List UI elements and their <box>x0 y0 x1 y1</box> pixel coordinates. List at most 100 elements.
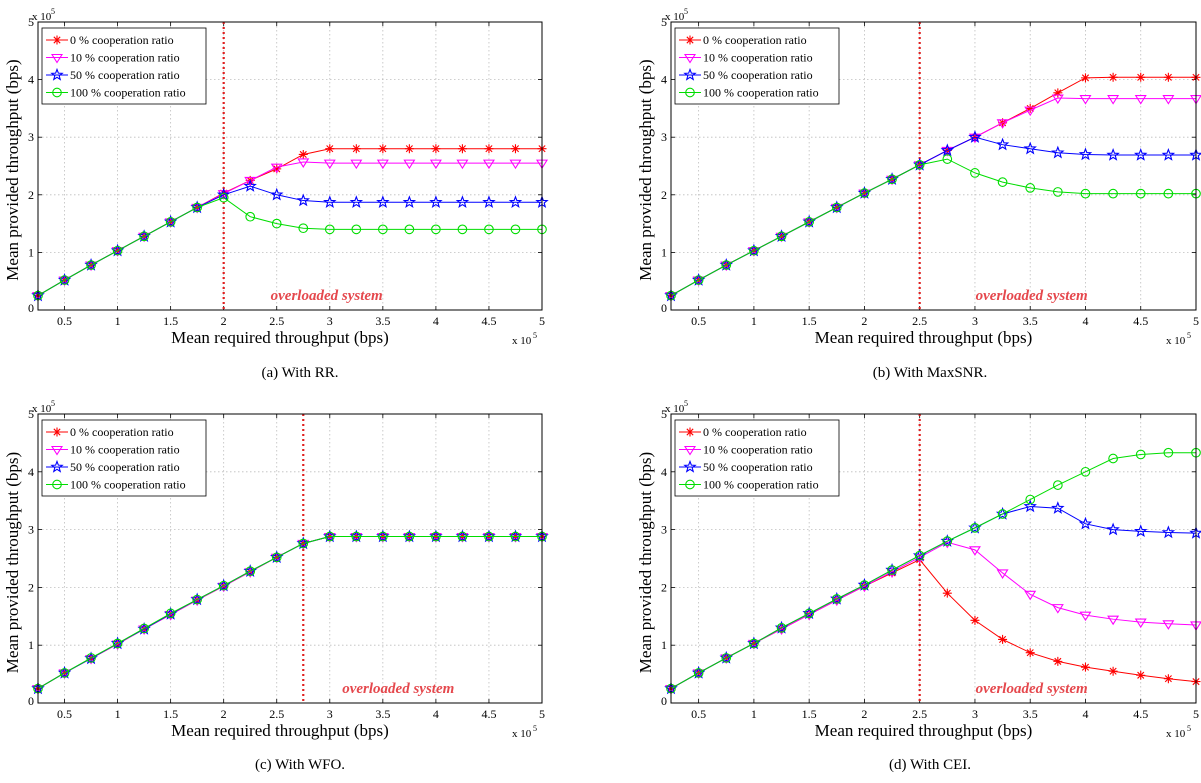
x-axis-label: Mean required throughput (bps) <box>171 721 389 740</box>
data-point <box>776 623 787 633</box>
x-tick-label: 2 <box>221 707 227 721</box>
data-point <box>429 159 442 170</box>
y-multiplier-exponent: 5 <box>51 399 55 408</box>
data-point <box>271 218 282 229</box>
data-point <box>351 144 361 154</box>
legend-label: 100 % cooperation ratio <box>703 86 819 100</box>
data-point <box>323 159 336 170</box>
legend-marker <box>683 459 697 473</box>
y-tick-label: 5 <box>661 407 667 421</box>
overloaded-system-annotation: overloaded system <box>976 681 1088 697</box>
data-point <box>431 224 441 235</box>
legend-marker <box>684 445 696 456</box>
data-point <box>995 137 1010 151</box>
x-tick-label: 3.5 <box>375 314 390 328</box>
x-tick-label: 5 <box>539 314 545 328</box>
x-tick-label: 0.5 <box>57 707 72 721</box>
data-point <box>298 538 309 549</box>
x-tick-label: 5 <box>1193 314 1199 328</box>
data-point <box>721 260 732 270</box>
data-point <box>1162 620 1175 630</box>
legend-entry: 100 % cooperation ratio <box>46 86 186 100</box>
legend-marker <box>51 53 63 64</box>
data-point <box>376 159 389 170</box>
data-point <box>1053 656 1063 666</box>
x-tick-label: 3 <box>327 314 333 328</box>
data-point <box>996 569 1009 579</box>
x-tick-label: 3 <box>972 707 978 721</box>
x-tick-label: 4.5 <box>1133 314 1148 328</box>
x-multiplier: x 10 <box>1166 728 1186 740</box>
data-point <box>404 224 415 235</box>
data-point <box>776 231 787 242</box>
legend: 0 % cooperation ratio 10 % cooperation ra… <box>674 27 840 105</box>
data-point <box>997 509 1008 519</box>
data-point <box>1025 103 1035 113</box>
legend-entry: 50 % cooperation ratio <box>46 459 180 474</box>
legend-label: 0 % cooperation ratio <box>703 33 807 47</box>
series-4 <box>666 447 1201 694</box>
y-tick-label: 2 <box>661 580 667 594</box>
data-point <box>59 275 70 285</box>
x-tick-label: 4.5 <box>481 314 496 328</box>
y-axis-label: Mean provided throughput (bps) <box>3 452 22 673</box>
axes-frame <box>670 21 1197 311</box>
overloaded-system-annotation: overloaded system <box>976 288 1088 304</box>
series-line <box>670 452 1196 689</box>
x-tick-label: 2 <box>861 314 867 328</box>
y-tick-label: 4 <box>28 73 34 87</box>
x-tick-label: 4 <box>1082 314 1088 328</box>
legend-label: 10 % cooperation ratio <box>703 443 813 457</box>
data-point <box>1163 72 1173 82</box>
data-point <box>1051 94 1064 105</box>
legend-entry: 10 % cooperation ratio <box>679 443 813 457</box>
data-point <box>1079 95 1092 105</box>
legend-entry: 100 % cooperation ratio <box>679 478 819 492</box>
data-point <box>139 231 149 242</box>
legend: 0 % cooperation ratio 10 % cooperation ra… <box>41 27 207 105</box>
data-point <box>1134 95 1147 105</box>
data-point <box>1025 183 1036 193</box>
y-tick-label: 3 <box>28 523 34 537</box>
x-tick-label: 5 <box>1193 707 1199 721</box>
data-point <box>1106 522 1120 536</box>
data-point <box>1135 449 1146 460</box>
legend-marker <box>685 479 695 490</box>
y-tick-label: 0 <box>28 301 34 315</box>
data-point <box>1053 88 1063 98</box>
x-tick-label: 1 <box>115 314 121 328</box>
y-tick-label: 1 <box>661 638 667 652</box>
data-point <box>1136 72 1146 82</box>
x-tick-label: 4 <box>433 707 439 721</box>
data-point <box>112 245 123 256</box>
caption-d: (d) With CEI. <box>888 757 972 773</box>
y-multiplier: x 10 <box>665 403 685 415</box>
legend-label: 10 % cooperation ratio <box>703 51 813 65</box>
x-axis-label: Mean required throughput (bps) <box>171 328 389 347</box>
data-point <box>1078 516 1093 530</box>
series-4 <box>666 154 1201 301</box>
y-tick-label: 3 <box>661 130 667 144</box>
data-point <box>270 163 283 174</box>
data-point <box>831 202 842 213</box>
y-tick-label: 4 <box>28 465 34 479</box>
data-point <box>968 546 981 556</box>
data-point <box>749 245 759 256</box>
data-point <box>244 176 257 187</box>
x-tick-label: 2.5 <box>269 314 284 328</box>
legend-box <box>41 419 207 497</box>
x-tick-label: 1.5 <box>802 707 817 721</box>
x-tick-label: 1.5 <box>163 707 178 721</box>
data-point <box>325 144 335 154</box>
x-multiplier-exponent: 5 <box>533 724 537 733</box>
legend-marker <box>52 427 62 437</box>
data-point <box>484 224 494 235</box>
data-point <box>324 531 335 542</box>
y-multiplier: x 10 <box>32 403 52 415</box>
x-tick-label: 1.5 <box>163 314 178 328</box>
data-point <box>139 623 149 634</box>
x-tick-label: 2.5 <box>269 707 284 721</box>
data-point <box>378 144 388 154</box>
legend-entry: 0 % cooperation ratio <box>679 33 807 47</box>
legend-label: 50 % cooperation ratio <box>70 68 180 82</box>
